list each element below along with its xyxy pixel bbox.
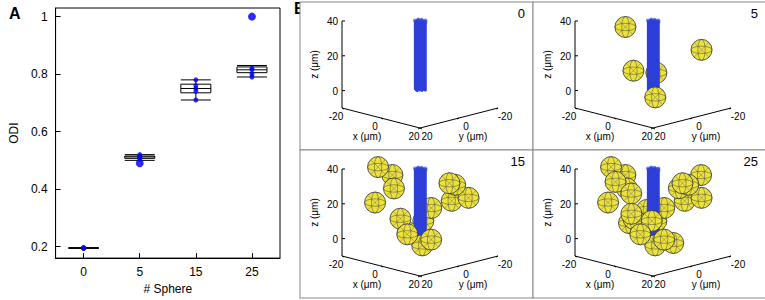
svg-text:0: 0 xyxy=(372,269,378,280)
svg-text:y (μm): y (μm) xyxy=(459,279,488,290)
svg-text:z (μm): z (μm) xyxy=(542,50,553,79)
svg-text:x (μm): x (μm) xyxy=(353,279,382,290)
svg-text:z (μm): z (μm) xyxy=(542,198,553,227)
svg-text:20: 20 xyxy=(560,51,572,62)
svg-text:20: 20 xyxy=(641,279,653,290)
svg-text:-20: -20 xyxy=(562,111,577,122)
svg-text:20: 20 xyxy=(641,131,653,142)
svg-text:x (μm): x (μm) xyxy=(586,131,615,142)
svg-text:x (μm): x (μm) xyxy=(353,131,382,142)
svg-text:25: 25 xyxy=(744,154,758,169)
svg-text:0: 0 xyxy=(463,269,469,280)
svg-text:A: A xyxy=(9,5,21,22)
svg-text:y (μm): y (μm) xyxy=(459,131,488,142)
svg-text:40: 40 xyxy=(560,164,572,175)
svg-text:20: 20 xyxy=(421,131,433,142)
svg-text:15: 15 xyxy=(189,265,203,279)
svg-text:0.2: 0.2 xyxy=(31,240,48,254)
svg-text:1: 1 xyxy=(41,10,48,24)
svg-text:20: 20 xyxy=(408,131,420,142)
svg-text:-20: -20 xyxy=(498,259,513,270)
svg-text:40: 40 xyxy=(327,164,339,175)
svg-text:20: 20 xyxy=(654,279,666,290)
svg-text:-20: -20 xyxy=(562,259,577,270)
svg-text:20: 20 xyxy=(408,279,420,290)
svg-text:0.8: 0.8 xyxy=(31,67,48,81)
svg-text:0: 0 xyxy=(332,86,338,97)
svg-text:25: 25 xyxy=(245,265,259,279)
svg-text:0: 0 xyxy=(696,269,702,280)
svg-text:40: 40 xyxy=(560,16,572,27)
svg-text:0: 0 xyxy=(565,234,571,245)
svg-text:-20: -20 xyxy=(731,259,746,270)
svg-text:x (μm): x (μm) xyxy=(586,279,615,290)
svg-text:20: 20 xyxy=(560,199,572,210)
svg-text:0: 0 xyxy=(605,269,611,280)
svg-text:0: 0 xyxy=(80,265,87,279)
svg-text:0: 0 xyxy=(372,121,378,132)
svg-text:20: 20 xyxy=(421,279,433,290)
svg-text:0.4: 0.4 xyxy=(31,182,48,196)
svg-text:0: 0 xyxy=(565,86,571,97)
svg-text:z (μm): z (μm) xyxy=(309,198,320,227)
svg-text:-20: -20 xyxy=(329,259,344,270)
svg-text:y (μm): y (μm) xyxy=(692,279,721,290)
svg-text:0: 0 xyxy=(463,121,469,132)
svg-text:# Sphere: # Sphere xyxy=(143,282,192,296)
svg-text:20: 20 xyxy=(654,131,666,142)
svg-text:0.6: 0.6 xyxy=(31,125,48,139)
svg-text:ODI: ODI xyxy=(7,122,21,143)
svg-text:0: 0 xyxy=(518,6,525,21)
svg-text:5: 5 xyxy=(751,6,758,21)
svg-text:0: 0 xyxy=(332,234,338,245)
svg-text:20: 20 xyxy=(327,199,339,210)
svg-text:-20: -20 xyxy=(329,111,344,122)
svg-text:0: 0 xyxy=(696,121,702,132)
svg-text:z (μm): z (μm) xyxy=(309,50,320,79)
svg-text:5: 5 xyxy=(136,265,143,279)
svg-text:-20: -20 xyxy=(498,111,513,122)
svg-text:0: 0 xyxy=(605,121,611,132)
svg-text:40: 40 xyxy=(327,16,339,27)
svg-text:-20: -20 xyxy=(731,111,746,122)
svg-text:20: 20 xyxy=(327,51,339,62)
svg-text:15: 15 xyxy=(511,154,525,169)
svg-text:y (μm): y (μm) xyxy=(692,131,721,142)
